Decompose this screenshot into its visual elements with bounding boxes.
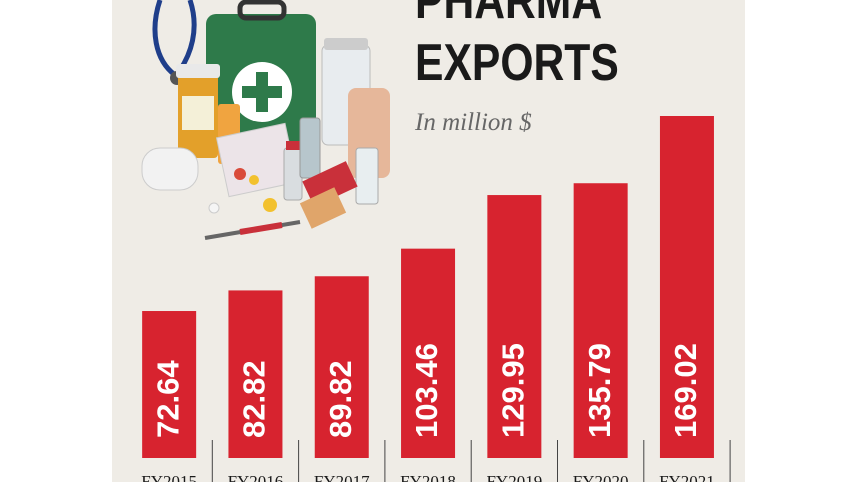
title-group: PHARMA EXPORTS (415, 0, 619, 92)
value-label: 89.82 (323, 360, 358, 438)
value-label: 135.79 (582, 343, 617, 438)
x-tick-label: FY2017 (314, 472, 370, 482)
x-tick-label: FY2016 (228, 472, 284, 482)
bar (228, 290, 283, 458)
x-tick-label: FY2020 (573, 472, 629, 482)
value-label: 103.46 (409, 343, 444, 438)
bar (401, 248, 456, 458)
x-tick-label: FY2019 (486, 472, 542, 482)
bar (142, 311, 197, 458)
chart-subtitle: In million $ (414, 109, 532, 136)
x-tick-label: FY2018 (400, 472, 456, 482)
x-tick-label: FY2015 (141, 472, 197, 482)
value-label: 82.82 (237, 360, 272, 438)
bar (487, 195, 542, 459)
chart-title: PHARMA (415, 0, 602, 30)
x-tick-label: FY2021 (659, 472, 715, 482)
value-label: 169.02 (668, 343, 703, 438)
value-label: 129.95 (496, 343, 531, 438)
bar (659, 116, 714, 458)
bar (314, 276, 369, 458)
value-label: 72.64 (150, 360, 185, 438)
chart-title: EXPORTS (415, 34, 619, 92)
bar (573, 183, 628, 458)
illustration (141, 0, 390, 240)
